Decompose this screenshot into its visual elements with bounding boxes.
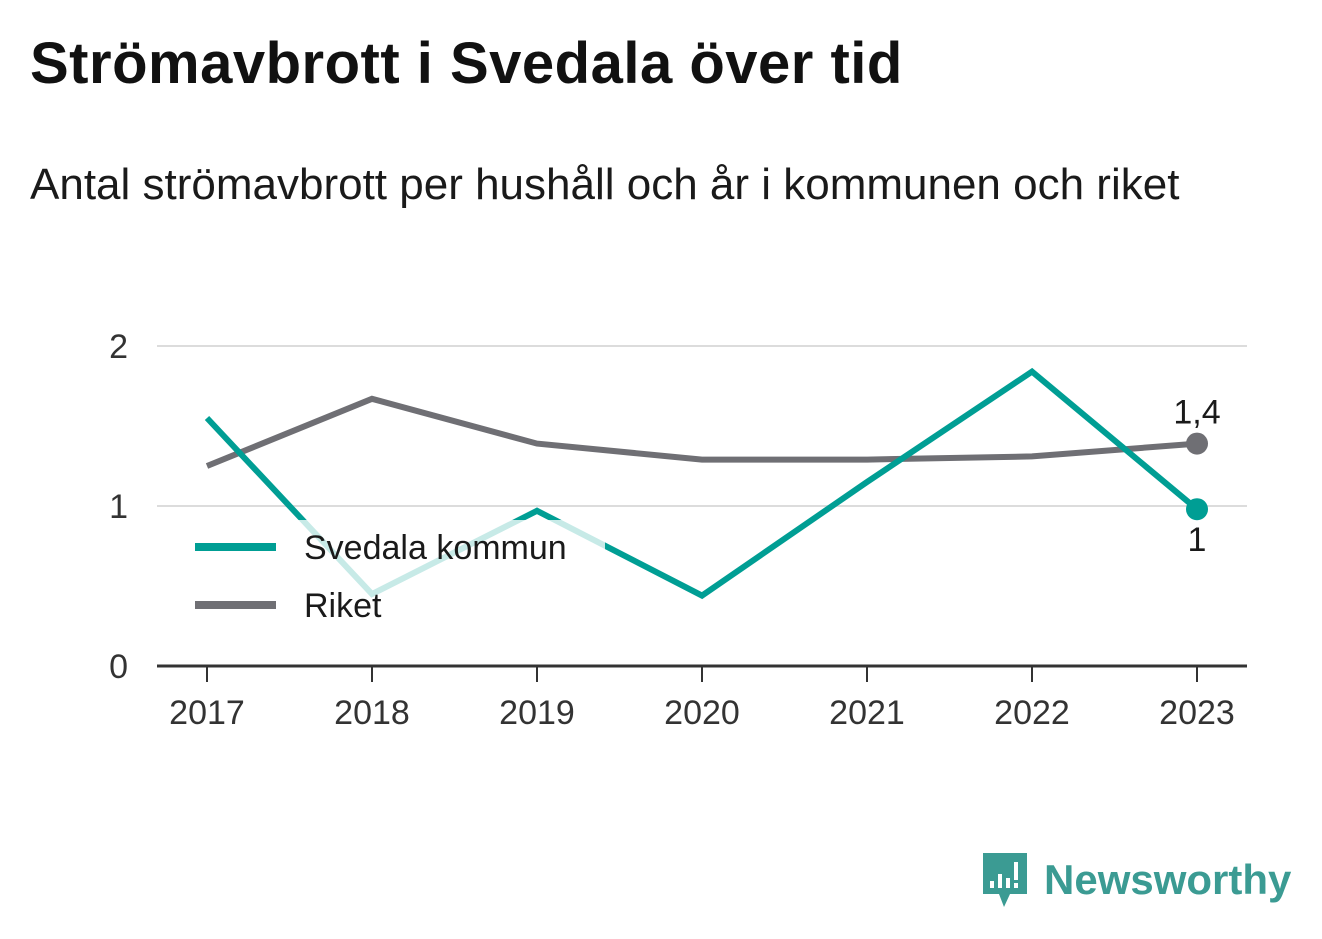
- x-tick-label: 2020: [664, 694, 740, 732]
- series-end-point-svedala-kommun: [1186, 498, 1208, 521]
- axes: 0 1 2 2017 2018 2019 2020 2021 2022 2023: [109, 328, 1247, 732]
- data-label-riket-2023: 1,4: [1173, 394, 1220, 432]
- gridlines: [157, 345, 1247, 507]
- newsworthy-logo: Newsworthy: [980, 850, 1291, 910]
- data-label-svedala-2023: 1: [1188, 521, 1207, 559]
- legend-background: [185, 520, 605, 630]
- legend-label: Riket: [304, 587, 382, 625]
- x-tick-label: 2017: [169, 694, 245, 732]
- data-labels: 11,4: [1173, 394, 1220, 560]
- x-tick-label: 2021: [829, 694, 905, 732]
- x-tick-label: 2023: [1159, 694, 1235, 732]
- legend-label: Svedala kommun: [304, 529, 567, 567]
- y-tick-label: 2: [109, 328, 128, 366]
- x-tick-label: 2018: [334, 694, 410, 732]
- y-tick-label: 0: [109, 648, 128, 686]
- legend: Svedala kommun Riket: [185, 520, 605, 630]
- series-end-point-riket: [1186, 432, 1208, 455]
- chart-subtitle: Antal strömavbrott per hushåll och år i …: [30, 160, 1180, 209]
- y-tick-label: 1: [109, 488, 128, 526]
- x-tick-label: 2019: [499, 694, 575, 732]
- series-line-riket: [205, 395, 1198, 469]
- bar-chart-speech-bubble-icon: [983, 853, 1027, 907]
- chart-title: Strömavbrott i Svedala över tid: [30, 31, 903, 96]
- brand-name: Newsworthy: [1044, 856, 1292, 903]
- x-tick-label: 2022: [994, 694, 1070, 732]
